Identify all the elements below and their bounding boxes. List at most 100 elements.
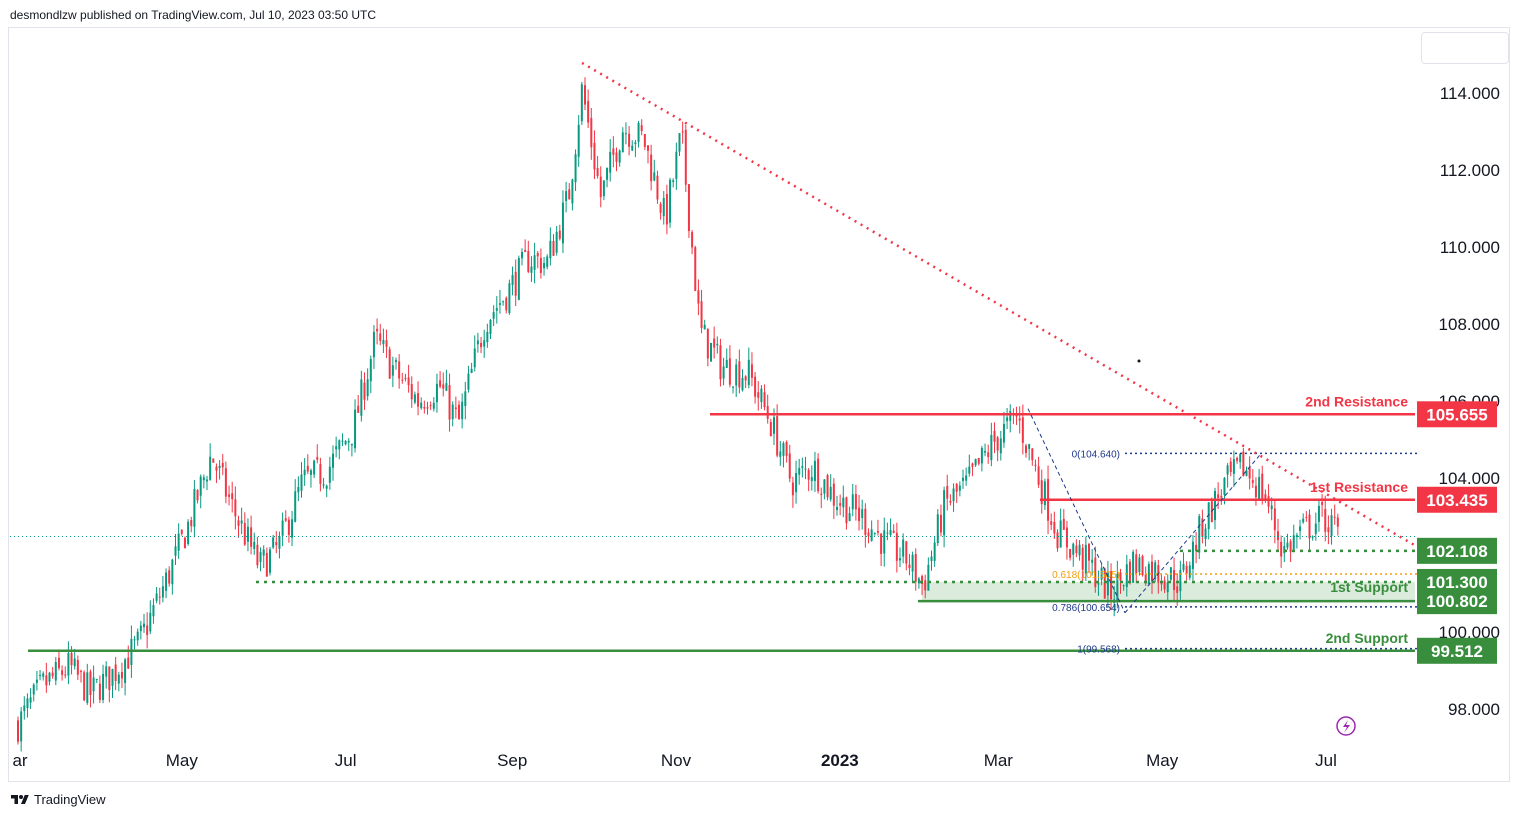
candle-body [489,319,492,335]
candle-body [1236,457,1239,461]
candle-body [1289,541,1292,553]
candle-body [533,255,536,270]
candle-body [124,659,127,683]
candle-body [102,674,105,700]
candle-body [776,416,779,456]
candle-body [769,422,772,436]
candle-body [634,142,637,145]
candle-body [823,479,826,494]
candle-body [1327,527,1330,533]
candle-body [722,366,725,379]
candle-body [744,376,747,381]
candle-body [1229,461,1232,473]
candle-body [1132,551,1135,583]
candle-body [1037,466,1040,485]
candle-body [1069,549,1072,558]
candle-body [98,683,101,700]
candle-body [817,458,820,492]
candle-body [143,623,145,628]
toolbar-box[interactable] [1421,32,1509,64]
candle-body [524,249,527,253]
candle-body [155,593,158,601]
candle-body [180,529,183,534]
candle-body [785,441,788,456]
y-tick-label: 112.000 [1440,161,1500,180]
candle-body [294,491,297,522]
candle-body [385,340,388,347]
candle-body [558,230,561,239]
fib-label: 0(104.640) [1072,449,1120,460]
candle-body [234,499,237,517]
candle-body [382,339,385,345]
y-tick-label: 104.000 [1439,469,1500,488]
lightning-icon [1336,716,1356,736]
candle-body [1144,574,1147,584]
price-tag-value: 101.300 [1426,573,1487,592]
candle-body [1280,541,1283,557]
candle-body [826,475,829,498]
candle-body [1075,545,1078,554]
candle-body [467,373,470,390]
publish-info: desmondlzw published on TradingView.com,… [10,8,376,22]
candle-body [1191,541,1194,569]
candle-body [713,338,716,348]
candle-body [464,391,467,407]
candle-body [609,151,612,173]
candle-body [706,328,709,359]
candle-body [67,653,70,676]
candle-body [303,469,306,476]
candle-body [1021,417,1024,443]
candle-body [681,131,684,133]
candle-body [206,479,208,482]
candle-body [505,297,508,311]
candle-body [788,453,791,479]
candle-body [1226,465,1229,475]
price-tag-value: 105.655 [1426,405,1487,424]
candle-body [684,129,687,185]
candle-body [1261,473,1264,499]
candle-body [183,537,186,549]
candle-body [105,666,108,677]
candle-body [1018,418,1021,421]
candle-body [272,537,275,548]
candle-body [1239,453,1242,463]
candle-body [325,485,328,489]
candle-body [851,494,854,510]
candle-body [1138,557,1141,573]
candle-body [1267,496,1270,507]
candle-body [725,359,728,368]
candle-body [905,541,908,564]
marker-dot [1137,359,1141,363]
candle-body [347,440,350,443]
candle-body [568,189,571,200]
candle-body [977,458,980,464]
candle-body [114,664,117,681]
candle-body [889,530,892,535]
candle-body [1166,582,1169,593]
candle-body [631,145,634,151]
y-axis: 114.000112.000110.000108.000106.000104.0… [1439,84,1500,719]
candle-body [530,266,533,273]
candle-body [791,482,794,496]
candle-body [899,558,901,561]
candle-body [555,231,558,253]
candle-body [511,274,514,286]
price-tag [1417,568,1497,595]
candle-body [864,508,867,535]
candle-body [391,365,394,376]
candle-body [1097,583,1100,585]
candle-body [253,541,256,549]
candle-body [363,382,366,400]
candle-body [20,711,23,742]
candle-body [250,527,253,547]
level-name-label: 2nd Resistance [1305,393,1408,409]
candle-body [750,364,753,378]
candle-body [662,197,665,217]
candle-body [980,448,983,464]
candle-body [319,464,322,484]
candle-body [728,358,731,385]
candle-body [1330,515,1333,536]
candle-body [1015,415,1018,417]
candle-body [369,359,372,382]
